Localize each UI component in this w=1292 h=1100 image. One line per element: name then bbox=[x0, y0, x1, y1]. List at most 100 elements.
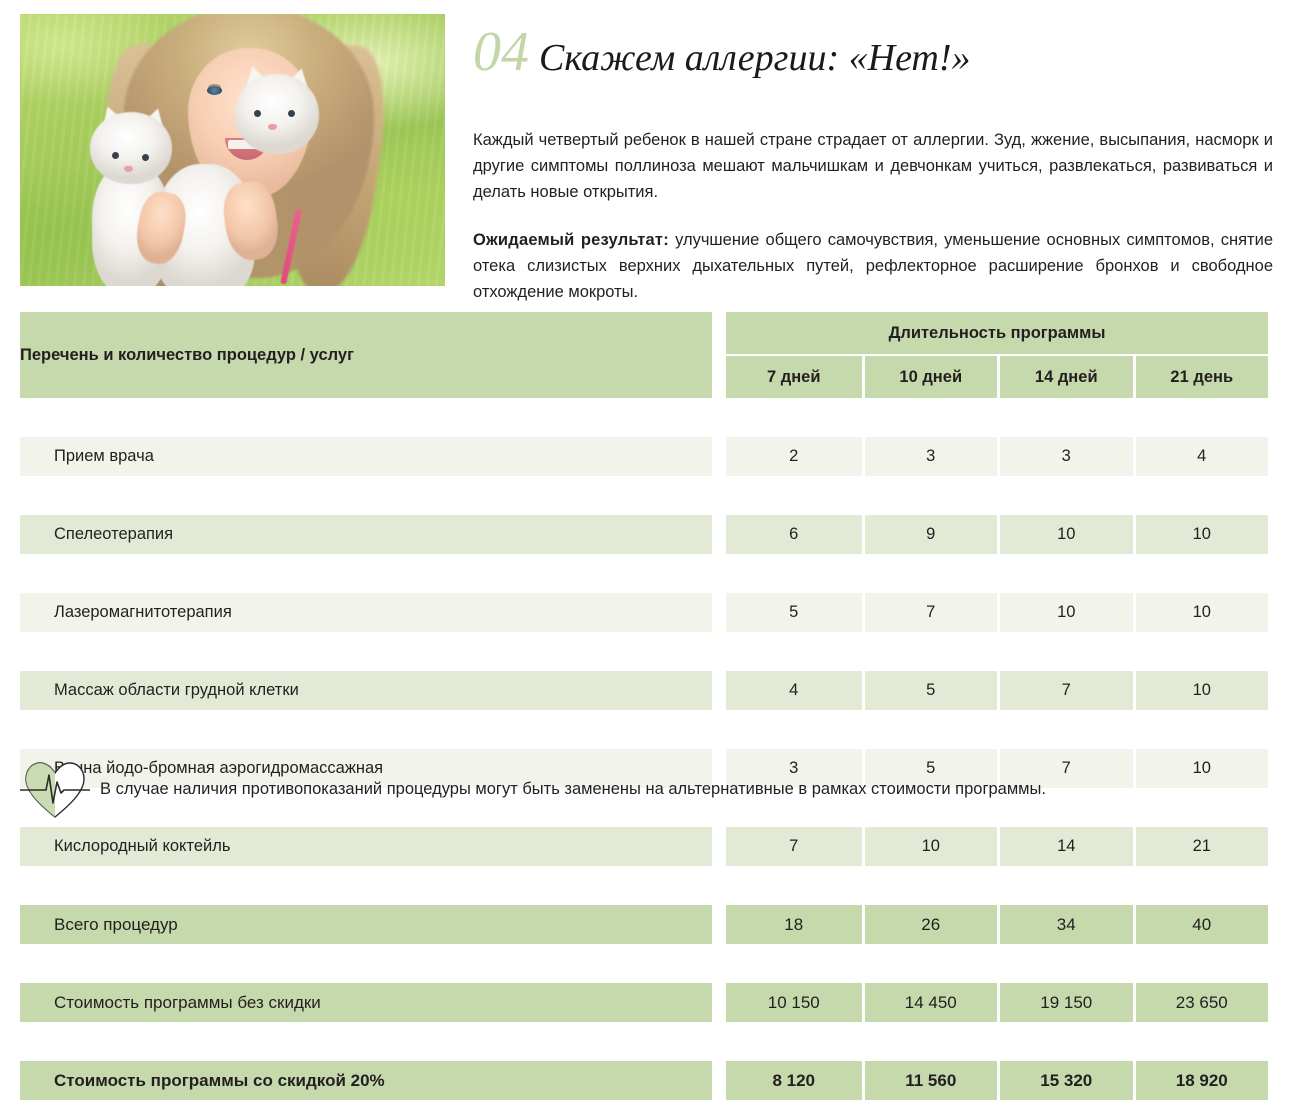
row-rule-cell bbox=[20, 710, 1269, 749]
section-title: Скажем аллергии: «Нет!» bbox=[539, 37, 971, 79]
row-value-0: 7 bbox=[726, 827, 862, 866]
row-gap bbox=[712, 593, 726, 632]
header-gap bbox=[712, 312, 726, 398]
expected-result-label: Ожидаемый результат: bbox=[473, 230, 669, 249]
row-rule bbox=[20, 554, 1269, 593]
row-gap bbox=[712, 515, 726, 554]
row-value-3: 10 bbox=[1132, 671, 1269, 710]
row-rule-cell bbox=[20, 1022, 1269, 1061]
row-value-1: 3 bbox=[861, 437, 997, 476]
header-col-3: 21 день bbox=[1132, 356, 1269, 398]
footer-note-block: В случае наличия противопоказаний процед… bbox=[19, 754, 1270, 824]
program-table-wrapper: Перечень и количество процедур / услуг Д… bbox=[20, 312, 1269, 1100]
table-header-row-group: Перечень и количество процедур / услуг Д… bbox=[20, 312, 1269, 398]
row-value-3: 21 bbox=[1132, 827, 1269, 866]
section-number: 04 bbox=[473, 21, 529, 83]
row-value-0: 10 150 bbox=[726, 983, 862, 1022]
row-rule-cell bbox=[20, 476, 1269, 515]
row-value-2: 10 bbox=[997, 515, 1133, 554]
photo-kitten-right-eye-b bbox=[288, 110, 295, 117]
photo-kitten-right-head bbox=[235, 74, 319, 154]
row-value-2: 10 bbox=[997, 593, 1133, 632]
photo-kitten-right-eye-a bbox=[254, 110, 261, 117]
photo-kitten-left-eye-b bbox=[142, 154, 149, 161]
row-rule bbox=[20, 788, 1269, 827]
row-label: Ванна йодо-бромная аэрогидромассажная bbox=[20, 749, 712, 788]
table-row: Ванна йодо-бромная аэрогидромассажная 3 … bbox=[20, 749, 1269, 788]
row-value-3: 4 bbox=[1132, 437, 1269, 476]
heart-pulse-icon bbox=[19, 755, 91, 823]
intro-paragraph: Каждый четвертый ребенок в нашей стране … bbox=[473, 130, 1273, 201]
row-value-1: 9 bbox=[861, 515, 997, 554]
table-row-total: Всего процедур 18 26 34 40 bbox=[20, 905, 1269, 944]
row-value-1: 11 560 bbox=[861, 1061, 997, 1100]
row-rule bbox=[20, 944, 1269, 983]
row-label: Стоимость программы без скидки bbox=[20, 983, 712, 1022]
row-value-1: 5 bbox=[861, 749, 997, 788]
row-label: Прием врача bbox=[20, 437, 712, 476]
table-header-spacer-row bbox=[20, 354, 1269, 356]
row-value-1: 14 450 bbox=[861, 983, 997, 1022]
row-value-0: 6 bbox=[726, 515, 862, 554]
row-rule bbox=[20, 1022, 1269, 1061]
row-value-0: 18 bbox=[726, 905, 862, 944]
row-value-2: 19 150 bbox=[997, 983, 1133, 1022]
photo-eye-left bbox=[207, 86, 222, 95]
row-rule-cell bbox=[20, 554, 1269, 593]
row-label: Массаж области грудной клетки bbox=[20, 671, 712, 710]
row-gap bbox=[712, 749, 726, 788]
row-rule-cell bbox=[20, 944, 1269, 983]
header-col-2: 14 дней bbox=[997, 356, 1133, 398]
header-name-column: Перечень и количество процедур / услуг bbox=[20, 312, 712, 398]
row-value-3: 10 bbox=[1132, 593, 1269, 632]
row-value-2: 34 bbox=[997, 905, 1133, 944]
header-col-1: 10 дней bbox=[861, 356, 997, 398]
row-label: Кислородный коктейль bbox=[20, 827, 712, 866]
row-value-1: 7 bbox=[861, 593, 997, 632]
row-rule-cell bbox=[20, 866, 1269, 905]
expected-result-text: улучшение общего самочувствия, уменьшени… bbox=[473, 230, 1273, 301]
row-rule bbox=[20, 476, 1269, 515]
photo-kitten-left-head bbox=[90, 112, 172, 184]
header-spacer bbox=[726, 354, 1269, 356]
row-value-3: 40 bbox=[1132, 905, 1269, 944]
photo-kitten-left-eye-a bbox=[112, 152, 119, 159]
row-label: Спелеотерапия bbox=[20, 515, 712, 554]
table-head: Перечень и количество процедур / услуг Д… bbox=[20, 312, 1269, 398]
table-row: Кислородный коктейль 7 10 14 21 bbox=[20, 827, 1269, 866]
photo-kitten-left-nose bbox=[124, 166, 133, 172]
row-value-3: 18 920 bbox=[1132, 1061, 1269, 1100]
row-value-2: 3 bbox=[997, 437, 1133, 476]
row-gap bbox=[712, 827, 726, 866]
table-row: Лазеромагнитотерапия 5 7 10 10 bbox=[20, 593, 1269, 632]
photo-kitten-right-nose bbox=[268, 124, 277, 130]
row-value-3: 23 650 bbox=[1132, 983, 1269, 1022]
row-value-2: 14 bbox=[997, 827, 1133, 866]
row-rule bbox=[20, 398, 1269, 437]
row-value-2: 15 320 bbox=[997, 1061, 1133, 1100]
row-rule bbox=[20, 710, 1269, 749]
girl-with-kittens-photo bbox=[20, 14, 445, 286]
row-value-0: 5 bbox=[726, 593, 862, 632]
footer-note-text: В случае наличия противопоказаний процед… bbox=[100, 780, 1046, 798]
row-value-2: 7 bbox=[997, 671, 1133, 710]
row-rule-cell bbox=[20, 398, 1269, 437]
row-value-3: 10 bbox=[1132, 749, 1269, 788]
top-section: 04 Скажем аллергии: «Нет!» Каждый четвер… bbox=[0, 0, 1292, 301]
row-value-2: 7 bbox=[997, 749, 1133, 788]
row-label: Всего процедур bbox=[20, 905, 712, 944]
table-row: Прием врача 2 3 3 4 bbox=[20, 437, 1269, 476]
expected-result-paragraph: Ожидаемый результат: улучшение общего са… bbox=[473, 227, 1273, 305]
row-rule bbox=[20, 866, 1269, 905]
row-value-1: 26 bbox=[861, 905, 997, 944]
row-value-3: 10 bbox=[1132, 515, 1269, 554]
table-body: Прием врача 2 3 3 4 Спелеотерапия 6 9 10… bbox=[20, 398, 1269, 1100]
page-title: 04 Скажем аллергии: «Нет!» bbox=[473, 24, 971, 80]
row-value-0: 3 bbox=[726, 749, 862, 788]
row-value-0: 4 bbox=[726, 671, 862, 710]
row-value-0: 8 120 bbox=[726, 1061, 862, 1100]
row-value-1: 10 bbox=[861, 827, 997, 866]
row-value-0: 2 bbox=[726, 437, 862, 476]
row-label: Лазеромагнитотерапия bbox=[20, 593, 712, 632]
